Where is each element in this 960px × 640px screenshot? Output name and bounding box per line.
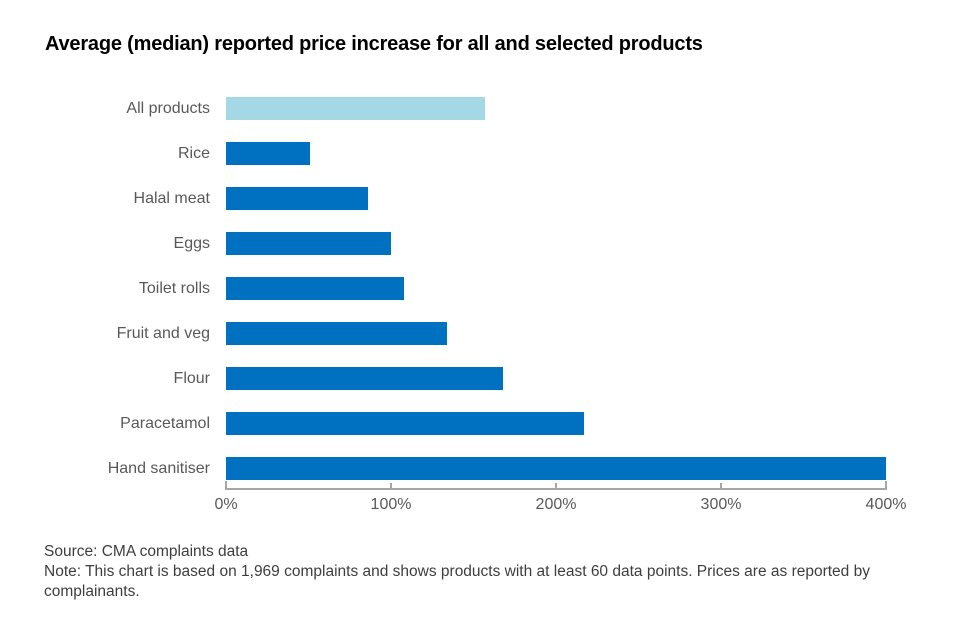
bar (226, 367, 503, 390)
x-axis-tick (885, 481, 887, 488)
category-label: Hand sanitiser (107, 460, 210, 477)
x-axis-line (225, 488, 887, 490)
source-text: Source: CMA complaints data (44, 543, 249, 560)
bar (226, 187, 368, 210)
bar-row: Fruit and veg (0, 322, 960, 345)
x-axis-tick-label: 200% (535, 496, 577, 513)
category-label: Rice (177, 145, 210, 162)
x-axis-tick (390, 483, 392, 488)
bar-row: Rice (0, 142, 960, 165)
x-axis-tick (225, 481, 227, 488)
category-label: Fruit and veg (116, 325, 210, 342)
x-axis-tick-label: 100% (370, 496, 412, 513)
bar (226, 97, 485, 120)
category-label: Halal meat (133, 190, 210, 207)
bar-chart-rows: All products Rice Halal meat Eggs Toilet rol… (0, 97, 960, 502)
bar-row: Paracetamol (0, 412, 960, 435)
chart-footnotes: Source: CMA complaints data Note: This c… (44, 542, 889, 602)
bar-row: Halal meat (0, 187, 960, 210)
chart-title: Average (median) reported price increase… (45, 33, 703, 55)
bar-row: Toilet rolls (0, 277, 960, 300)
bar (226, 457, 886, 480)
note-text: Note: This chart is based on 1,969 compl… (44, 563, 870, 600)
category-label: All products (126, 100, 210, 117)
category-label: Flour (173, 370, 210, 387)
x-axis (225, 481, 887, 490)
category-label: Eggs (173, 235, 210, 252)
x-axis-tick-label: 0% (214, 496, 238, 513)
category-label: Paracetamol (120, 415, 210, 432)
x-axis-tick-label: 400% (865, 496, 907, 513)
bar (226, 232, 391, 255)
bar (226, 322, 447, 345)
bar-row: Eggs (0, 232, 960, 255)
x-axis-tick (720, 483, 722, 488)
bar (226, 412, 584, 435)
bar-row: Flour (0, 367, 960, 390)
bar-row: Hand sanitiser (0, 457, 960, 480)
x-axis-tick-label: 300% (700, 496, 742, 513)
bar-row: All products (0, 97, 960, 120)
x-axis-tick (555, 483, 557, 488)
bar (226, 277, 404, 300)
bar (226, 142, 310, 165)
category-label: Toilet rolls (138, 280, 210, 297)
x-axis-labels: 0% 100% 200% 300% 400% (214, 496, 906, 518)
